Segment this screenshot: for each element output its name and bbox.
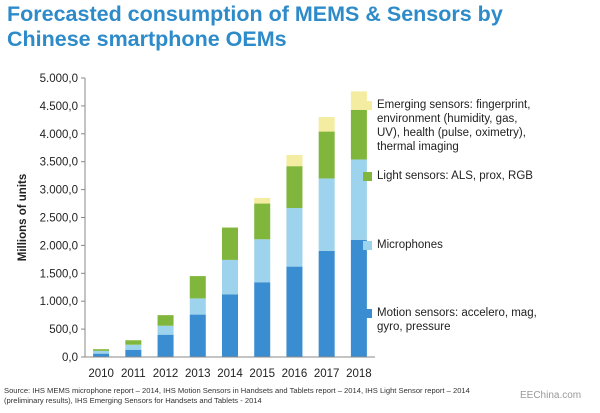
source-line-2: (preliminary results), IHS Emerging Sens…: [4, 396, 262, 405]
chart-title-line-2: Chinese smartphone OEMs: [7, 27, 287, 51]
bar-segment-2017-0: [318, 250, 335, 357]
watermark-text: EEChina.com: [520, 390, 582, 401]
x-tick-label: 2013: [185, 368, 211, 380]
legend-swatch-light: [363, 172, 372, 181]
bar-segment-2018-1: [350, 159, 367, 240]
legend-label-emerging-4: thermal imaging: [377, 141, 459, 153]
bar-segment-2010-2: [93, 349, 110, 351]
bar-segment-2015-2: [254, 203, 271, 240]
y-tick-label: 2.500,0: [40, 213, 78, 225]
chart-title-line-1: Forecasted consumption of MEMS & Sensors…: [7, 2, 503, 26]
bar-segment-2012-0: [157, 334, 174, 357]
x-tick-label: 2010: [88, 368, 114, 380]
x-tick-label: 2015: [249, 368, 275, 380]
chart-title: Forecasted consumption of MEMS & Sensors…: [7, 2, 567, 52]
x-tick-label: 2016: [282, 368, 308, 380]
source-line-1: Source: IHS MEMS microphone report – 201…: [4, 386, 470, 395]
bar-segment-2011-1: [125, 344, 142, 350]
bar-segment-2014-1: [222, 259, 238, 295]
bar-segment-2016-3: [286, 155, 303, 167]
y-tick-label: 2.000,0: [40, 240, 78, 252]
x-tick-label: 2012: [153, 368, 179, 380]
legend-label-emerging-2: environment (humidity, gas,: [377, 113, 518, 125]
bar-segment-2014-0: [222, 294, 238, 357]
bar-segment-2010-0: [93, 353, 110, 357]
legend-swatch-emerging: [363, 101, 372, 110]
legend-microphones: Microphones: [363, 238, 583, 254]
source-note: Source: IHS MEMS microphone report – 201…: [4, 386, 524, 406]
bar-segment-2016-0: [286, 266, 303, 357]
bar-segment-2013-2: [189, 276, 206, 299]
bar-segment-2016-1: [286, 208, 303, 267]
bar-segment-2011-2: [125, 340, 142, 345]
bar-segment-2018-2: [350, 109, 367, 160]
bar-segment-2017-2: [318, 131, 335, 179]
legend-label-motion-1: Motion sensors: accelero, mag,: [377, 307, 537, 319]
y-tick-label: 1.000,0: [40, 296, 78, 308]
legend-label-emerging-1: Emerging sensors: fingerprint,: [377, 99, 531, 111]
legend-light: Light sensors: ALS, prox, RGB: [363, 169, 583, 185]
bar-segment-2016-2: [286, 166, 303, 209]
legend-emerging: Emerging sensors: fingerprint, environme…: [363, 98, 583, 158]
bar-segment-2012-1: [157, 325, 174, 335]
y-tick-label: 500,0: [49, 324, 78, 336]
bar-segment-2010-1: [93, 350, 110, 354]
y-tick-label: 4.000,0: [40, 129, 78, 141]
y-tick-label: 0,0: [62, 352, 78, 364]
bar-segment-2013-0: [189, 314, 206, 357]
legend-motion: Motion sensors: accelero, mag, gyro, pre…: [363, 306, 583, 336]
y-tick-label: 1.500,0: [40, 268, 78, 280]
bar-segment-2012-2: [157, 315, 174, 326]
bar-segment-2015-0: [254, 282, 271, 357]
legend-label-motion-2: gyro, pressure: [377, 321, 451, 333]
bar-segment-2014-2: [222, 227, 238, 260]
bar-segment-2017-1: [318, 178, 335, 251]
bar-segment-2015-3: [254, 197, 271, 204]
y-tick-label: 4.500,0: [40, 101, 78, 113]
bar-segment-2018-0: [350, 239, 367, 357]
bar-segment-2015-1: [254, 239, 271, 283]
legend-label-emerging-3: UV), health (pulse, oximetry),: [377, 127, 526, 139]
y-tick-label: 5.000,0: [40, 73, 78, 85]
bar-segment-2013-1: [189, 298, 206, 315]
x-tick-label: 2017: [314, 368, 340, 380]
x-tick-label: 2018: [346, 368, 372, 380]
x-tick-label: 2011: [121, 368, 146, 380]
bar-segment-2011-0: [125, 349, 142, 357]
legend-swatch-motion: [363, 309, 372, 318]
legend-label-light: Light sensors: ALS, prox, RGB: [377, 170, 533, 182]
y-tick-label: 3.500,0: [40, 157, 78, 169]
legend-swatch-microphones: [363, 241, 372, 250]
y-axis-title: Millions of units: [17, 174, 29, 262]
y-tick-label: 3.000,0: [40, 185, 78, 197]
legend-label-microphones: Microphones: [377, 239, 443, 251]
x-tick-label: 2014: [217, 368, 243, 380]
bar-segment-2017-3: [318, 117, 335, 132]
bar-segment-2018-3: [350, 91, 367, 110]
